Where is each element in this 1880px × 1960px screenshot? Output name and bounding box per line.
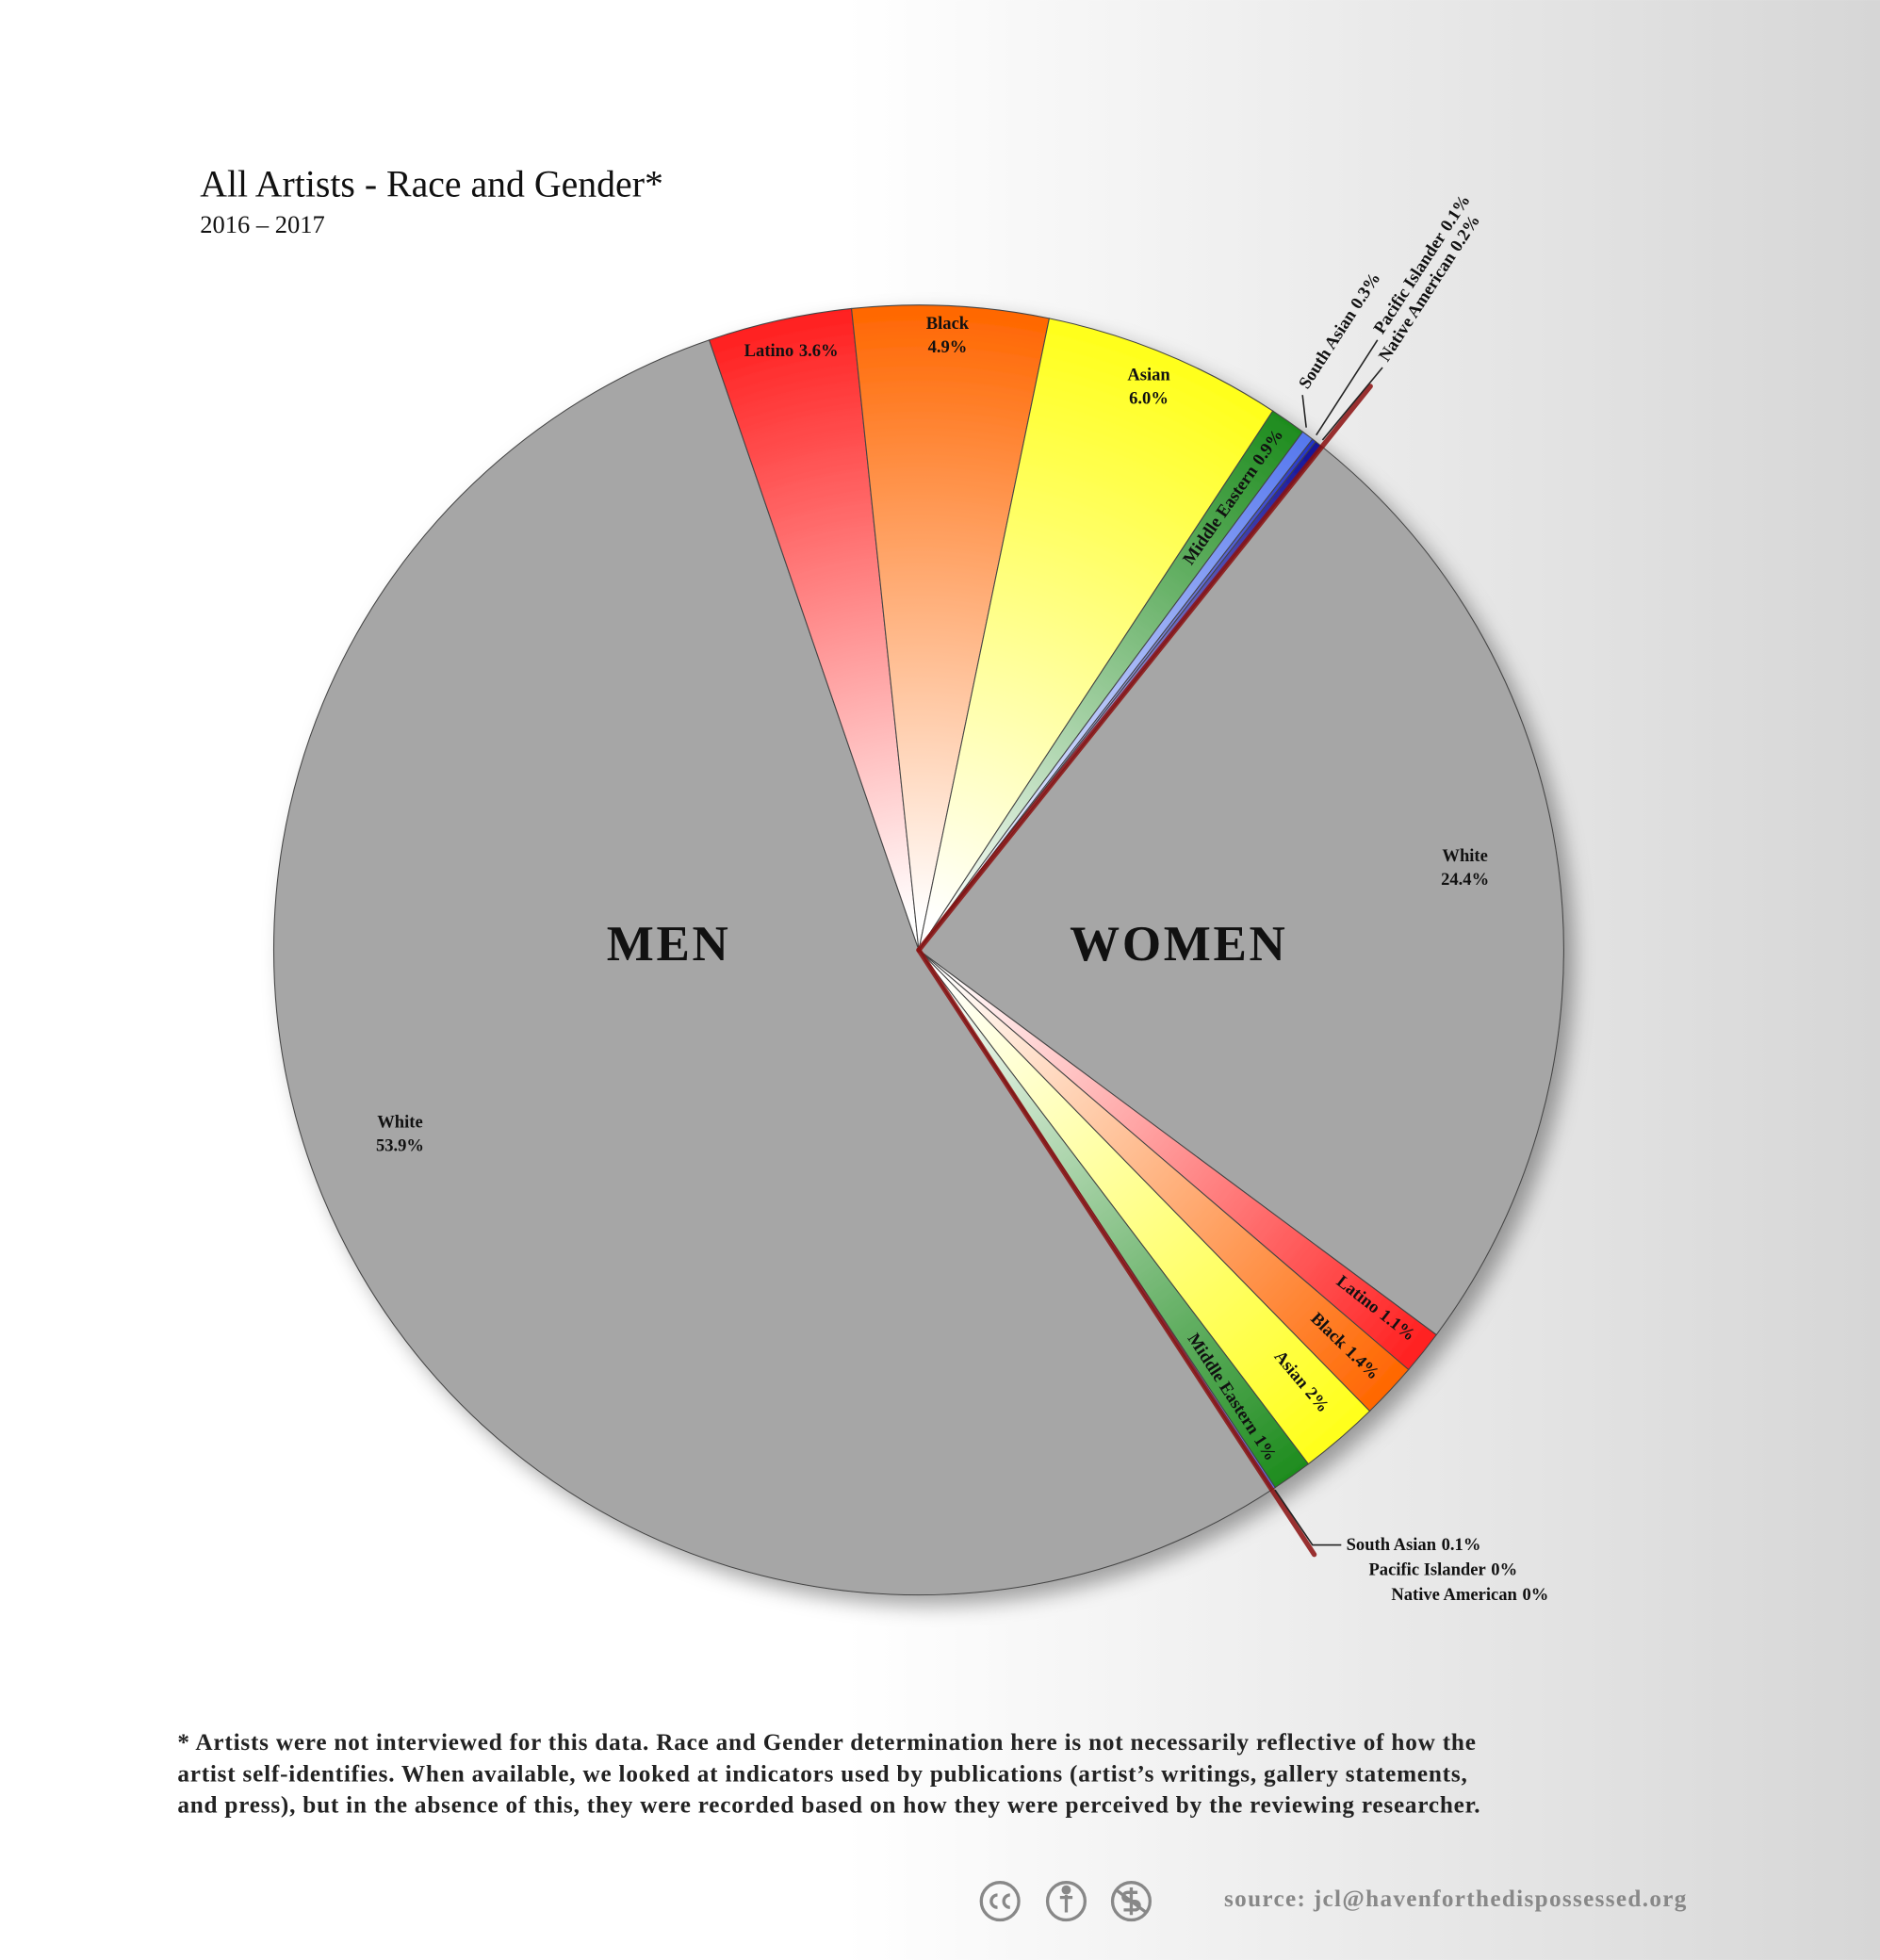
series-label: WOMEN bbox=[1070, 917, 1287, 972]
data-label: Pacific Islander 0% bbox=[1368, 1560, 1517, 1579]
label-name: Black bbox=[926, 314, 970, 334]
license-icons bbox=[979, 1881, 1153, 1922]
label-name: South Asian bbox=[1347, 1535, 1437, 1555]
slice bbox=[851, 304, 1051, 951]
data-label: Black 4.9% bbox=[926, 314, 970, 357]
chart-subtitle: 2016 – 2017 bbox=[200, 210, 325, 238]
label-name: Pacific Islander bbox=[1368, 1560, 1485, 1579]
slice bbox=[918, 446, 1564, 1336]
footnote: and press), but in the absence of this, … bbox=[177, 1792, 1480, 1818]
label-value: 4.9% bbox=[928, 337, 968, 357]
label-value: 3.6% bbox=[799, 341, 839, 361]
source: source: jcl@havenforthedispossessed.org bbox=[1224, 1886, 1688, 1912]
chart-title: All Artists - Race and Gender* bbox=[200, 163, 663, 204]
footnote: * Artists were not interviewed for this … bbox=[177, 1730, 1476, 1756]
label-name: White bbox=[1442, 846, 1487, 866]
label-name: White bbox=[377, 1113, 422, 1133]
leader-line bbox=[1274, 1489, 1342, 1546]
leader-line bbox=[1316, 339, 1379, 436]
label-value: 0% bbox=[1491, 1560, 1517, 1579]
series-label: MEN bbox=[607, 917, 731, 972]
label-name: Native American bbox=[1391, 1585, 1517, 1605]
footnote: artist self-identifies. When available, … bbox=[177, 1761, 1467, 1787]
data-label: White 24.4% bbox=[1441, 846, 1489, 890]
data-label: Latino 3.6% bbox=[744, 341, 839, 361]
label-name: Latino bbox=[744, 341, 794, 361]
leader-line bbox=[1301, 395, 1307, 428]
data-label: Asian 6.0% bbox=[1127, 365, 1170, 408]
divider bbox=[916, 947, 1317, 1558]
slice bbox=[272, 339, 1273, 1596]
divider bbox=[916, 384, 1373, 953]
data-label: Native American 0% bbox=[1391, 1585, 1548, 1605]
label-value: 24.4% bbox=[1441, 870, 1489, 890]
data-label: White 53.9% bbox=[376, 1113, 424, 1156]
label-value: 6.0% bbox=[1129, 388, 1169, 408]
label-value: 53.9% bbox=[376, 1136, 424, 1156]
label-value: 0% bbox=[1522, 1585, 1548, 1605]
label-value: 0.1% bbox=[1442, 1535, 1481, 1555]
data-label: South Asian 0.1% bbox=[1347, 1535, 1481, 1555]
label-name: Asian bbox=[1127, 365, 1170, 384]
leader-line bbox=[1321, 367, 1383, 441]
slice bbox=[918, 318, 1274, 951]
